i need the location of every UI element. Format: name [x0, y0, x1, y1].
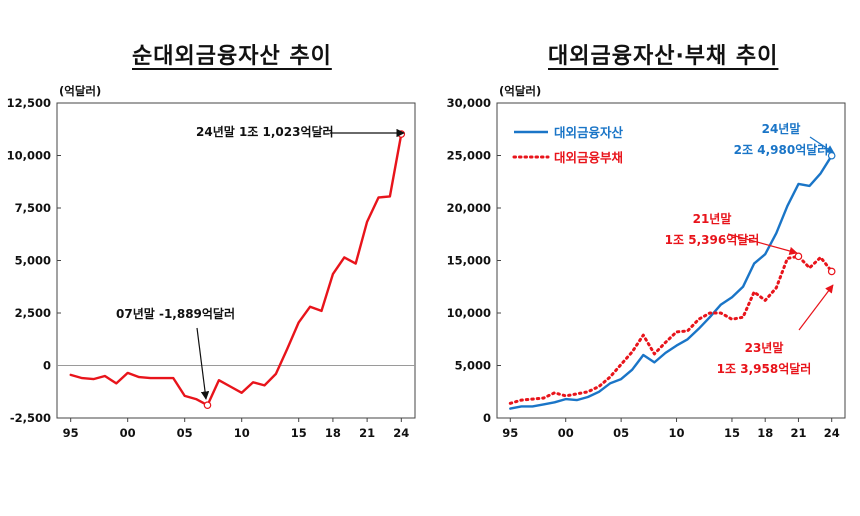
chart-left-plot-frame [56, 102, 416, 419]
chart-left-annotation-point-0 [397, 130, 406, 138]
chart-right-legend-label-1: 대외금융부채 [554, 150, 623, 165]
chart-right-x-tick-label: 95 [502, 426, 518, 440]
chart-right-annotation-text-2-line-0: 23년말 [745, 341, 784, 355]
chart-left-series-0-line [69, 132, 403, 407]
chart-left-x-tick-label: 18 [325, 426, 341, 440]
chart-right-x-tick-label: 10 [669, 426, 685, 440]
chart-right-legend-label-0: 대외금융자산 [554, 125, 624, 140]
chart-right-series-0-line [509, 154, 833, 410]
chart-right-y-tick-label: 5,000 [455, 359, 491, 373]
chart-right-x-tick-label: 18 [757, 426, 773, 440]
chart-right-annotation-point-1 [794, 252, 803, 261]
chart-left-x-tick-label: 05 [177, 426, 193, 440]
chart-left-x-tick-label: 15 [291, 426, 307, 440]
chart-right-y-tick-label: 30,000 [447, 96, 491, 110]
chart-left-y-tick-label: 12,500 [7, 96, 51, 110]
chart-left-y-tick-label: 2,500 [15, 306, 51, 320]
chart-right-x-tick-label: 21 [790, 426, 806, 440]
chart-left-y-tick-label: 0 [43, 359, 51, 373]
chart-right-annotation-point-2 [827, 267, 836, 276]
chart-left-x-tick-label: 24 [393, 426, 409, 440]
chart-right-y-tick-label: 0 [483, 411, 491, 425]
chart-right-x-tick-label: 05 [613, 426, 629, 440]
chart-right-y-tick-label: 10,000 [447, 306, 491, 320]
chart-right-annotation-text-1-line-1: 1조 5,396억달러 [665, 232, 760, 247]
chart-left-annotation-point-1 [203, 401, 212, 409]
chart-right-annotation-point-0 [827, 151, 836, 160]
chart-right-annotation-arrow-1 [727, 233, 798, 256]
chart-right-unit-label: (억달러) [499, 84, 541, 98]
chart-left-x-tick-label: 21 [359, 426, 375, 440]
chart-left-y-tick-label: 5,000 [15, 254, 51, 268]
chart-left-y-tick-label: -2,500 [10, 411, 51, 425]
chart-right-y-tick-label: 15,000 [447, 254, 491, 268]
chart-left-x-tick-label: 10 [234, 426, 250, 440]
chart-right-x-tick-label: 00 [558, 426, 574, 440]
chart-right-x-tick-label: 15 [724, 426, 740, 440]
chart-left-annotation-text-1: 07년말 -1,889억달러 [116, 306, 235, 321]
chart-right-annotation-text-0-line-1: 2조 4,980억달러 [734, 142, 829, 157]
chart-right-x-tick-label: 24 [824, 426, 840, 440]
left-chart-title: 순대외금융자산 추이 [132, 44, 332, 69]
chart-right-annotation-arrow-0 [809, 136, 835, 154]
chart-right-annotation-arrow-2 [798, 284, 834, 331]
chart-left-x-tick-label: 95 [63, 426, 79, 440]
chart-left-annotation-arrow-1 [196, 327, 210, 400]
chart-right-annotation-text-2-line-1: 1조 3,958억달러 [717, 361, 812, 376]
chart-left-y-tick-label: 7,500 [15, 201, 51, 215]
chart-right-y-tick-label: 25,000 [447, 149, 491, 163]
chart-right-annotation-text-0-line-0: 24년말 [762, 122, 801, 136]
chart-left-annotation-text-0: 24년말 1조 1,023억달러 [196, 124, 334, 139]
chart-right-series-1-line [508, 254, 834, 405]
chart-left-unit-label: (억달러) [59, 84, 101, 98]
right-chart-title: 대외금융자산·부채 추이 [548, 44, 779, 69]
chart-right-annotation-text-1-line-0: 21년말 [693, 212, 732, 226]
chart-left-x-tick-label: 00 [120, 426, 136, 440]
chart-left-y-tick-label: 10,000 [7, 149, 51, 163]
chart-right-y-tick-label: 20,000 [447, 201, 491, 215]
